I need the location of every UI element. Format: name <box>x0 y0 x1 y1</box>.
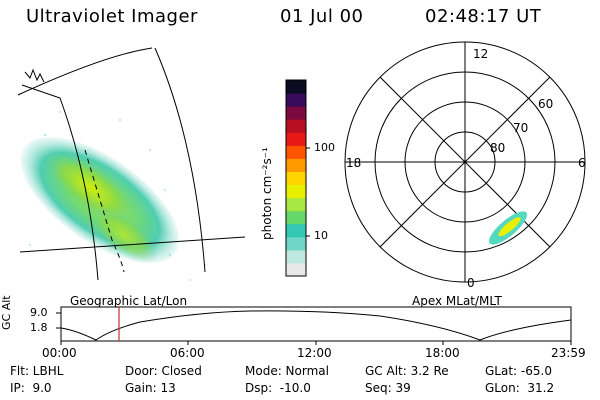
colorbar <box>285 79 310 277</box>
colorbar-segment <box>286 223 306 238</box>
colorbar-tick-100: 100 <box>314 141 335 154</box>
timeline-xtick-0: 00:00 <box>42 346 77 360</box>
info-door: Door: Closed <box>125 364 202 378</box>
timeline-axis-title: GC Alt <box>0 295 13 330</box>
colorbar-segment <box>286 171 306 186</box>
info-mode: Mode: Normal <box>245 364 329 378</box>
colorbar-tick-10: 10 <box>314 229 328 242</box>
colorbar-segment <box>286 262 306 277</box>
colorbar-segment <box>286 197 306 212</box>
colorbar-frame <box>285 79 307 277</box>
timeline-xtick-1: 06:00 <box>170 346 205 360</box>
colorbar-segment <box>286 145 306 159</box>
mlt-label-18: 18 <box>346 156 362 170</box>
info-gain: Gain: 13 <box>125 381 176 395</box>
mlt-label-6: 6 <box>578 156 586 170</box>
colorbar-segment <box>286 236 306 251</box>
lat-label-60: 60 <box>538 97 554 111</box>
info-dsp: Dsp: -10.0 <box>245 381 311 395</box>
right-panel-label: Apex MLat/MLT <box>412 294 502 308</box>
timeline-plot <box>56 306 572 345</box>
colorbar-segment <box>286 132 306 146</box>
info-seq: Seq: 39 <box>365 381 411 395</box>
colorbar-segment <box>286 80 306 94</box>
mlt-label-0: 0 <box>467 276 475 290</box>
timeline-xtick-3: 18:00 <box>425 346 460 360</box>
colorbar-unit-label: photon cm⁻²s⁻¹ <box>260 147 274 240</box>
date-label: 01 Jul 00 <box>280 6 364 27</box>
info-glat: GLat: -65.0 <box>485 364 552 378</box>
lat-label-70: 70 <box>513 121 529 135</box>
info-filter: Flt: LBHL <box>10 364 64 378</box>
gc-alt-curve <box>60 310 572 341</box>
time-label: 02:48:17 UT <box>425 6 542 27</box>
lat-label-80: 80 <box>490 141 506 155</box>
left-panel-label: Geographic Lat/Lon <box>70 294 188 308</box>
colorbar-segment <box>286 106 306 120</box>
colorbar-segment <box>286 158 306 172</box>
timeline-xtick-2: 12:00 <box>297 346 332 360</box>
polar-plot <box>344 41 586 283</box>
colorbar-segment <box>286 184 306 199</box>
colorbar-segment <box>286 119 306 133</box>
app-title: Ultraviolet Imager <box>26 6 198 27</box>
timeline-xtick-4: 23:59 <box>551 346 586 360</box>
colorbar-segment <box>286 93 306 107</box>
timeline-ytick-1-8: 1.8 <box>30 321 48 334</box>
colorbar-segment <box>286 249 306 264</box>
info-glon: GLon: 31.2 <box>485 381 555 395</box>
info-gc-alt: GC Alt: 3.2 Re <box>365 364 449 378</box>
lat-lon-grid <box>17 47 246 281</box>
geographic-image <box>17 47 246 281</box>
info-ip: IP: 9.0 <box>10 381 52 395</box>
timeline-ytick-9: 9.0 <box>30 306 48 319</box>
mlt-label-12: 12 <box>473 47 489 61</box>
colorbar-segment <box>286 210 306 225</box>
